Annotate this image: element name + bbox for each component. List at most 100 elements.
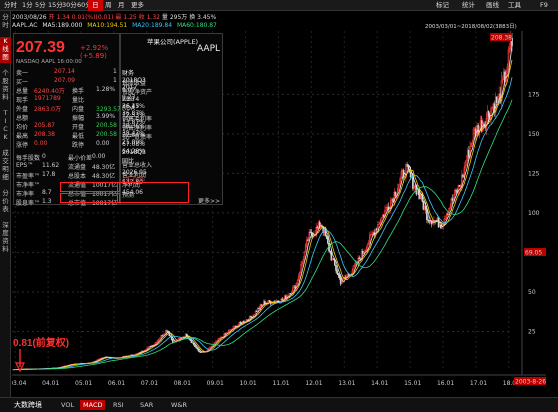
candle-body <box>471 141 474 144</box>
more-link[interactable]: 更多>> <box>198 198 221 205</box>
quote-key2: 流通值 <box>68 182 87 189</box>
candle-body <box>190 340 193 343</box>
date-tag-text: 2003-8-26二 <box>515 379 546 386</box>
candle-body <box>505 74 507 82</box>
toolbar-tool[interactable]: 工具 <box>508 1 521 9</box>
quote-value: 208.38 <box>34 131 55 138</box>
y-tick-label: 25 <box>528 328 536 335</box>
info-date: 2003/08/26 <box>12 14 47 21</box>
fin-key: ROA <box>122 105 135 112</box>
candle-body <box>170 336 173 340</box>
x-tick-label: 06.01 <box>108 380 125 387</box>
candle-body <box>252 314 255 318</box>
left-tab[interactable]: 深度资料 <box>2 221 9 253</box>
quote-key2: 量比 <box>72 97 85 104</box>
fin-key: 每股净资产 <box>122 89 153 96</box>
candle-body <box>198 350 201 353</box>
info-low: 收 1.32 <box>138 14 160 21</box>
fin-val-b: 9.27 <box>122 94 136 101</box>
period-tab[interactable]: 周 <box>105 0 112 9</box>
quote-row: 买一 207.09 1 <box>16 77 119 86</box>
toolbar-tool[interactable]: 统计 <box>462 1 475 9</box>
indicator-tab[interactable]: MACD <box>80 400 106 410</box>
period-tab[interactable]: 更多 <box>131 0 144 9</box>
toolbar-tool[interactable]: F9 <box>540 1 548 9</box>
ma20-line <box>28 77 513 370</box>
fin-key: 销售毛利率 <box>122 116 153 123</box>
candle-body <box>452 197 455 201</box>
left-tab[interactable]: 个股资料 <box>2 69 9 101</box>
fin-key: 营业总收入 <box>122 162 153 169</box>
period-tab[interactable]: 日 <box>88 0 103 11</box>
vol-tab[interactable]: VOL <box>61 401 75 409</box>
candle-body <box>160 335 162 339</box>
toolbar-tool[interactable]: 标记 <box>436 1 449 9</box>
ma20-value: MA20:189.84 <box>132 22 173 29</box>
period-tab[interactable]: 5分 <box>35 0 46 9</box>
candle-body <box>413 186 415 189</box>
quote-value2: 0.00 <box>92 153 106 160</box>
candle-body <box>506 66 509 75</box>
candle-body <box>346 274 349 277</box>
x-tick-label: 10.01 <box>240 380 257 387</box>
period-tab[interactable]: 分时 <box>4 0 17 9</box>
period-tab[interactable]: 60分 <box>77 0 92 9</box>
candle-body <box>197 348 200 352</box>
watermark-text: 大数跨境 <box>14 401 42 409</box>
period-tab[interactable]: 月 <box>118 0 125 9</box>
info-turnover: 换 3.45% <box>189 14 217 21</box>
candle-body <box>330 252 333 261</box>
candle-body <box>300 264 302 273</box>
candle-body <box>458 185 461 187</box>
candle-body <box>154 342 157 345</box>
candle-body <box>369 234 371 244</box>
fin-val-a: 454.06 <box>122 189 143 196</box>
candle-body <box>329 250 331 253</box>
candle-body <box>158 339 160 341</box>
quote-value: 1971789 <box>34 95 61 102</box>
ma10-value: MA10:194.51 <box>87 22 128 29</box>
quote-row: 市盈率™ 17.8 总股本 48.30亿 <box>16 171 119 180</box>
candle-body <box>399 178 401 185</box>
indicator-tab[interactable]: SAR <box>140 401 154 409</box>
highlight-box-market-cap-2 <box>60 193 120 203</box>
indicator-tab[interactable]: W&R <box>171 401 188 409</box>
last-price-tag <box>524 248 546 256</box>
quote-value2: 10017亿 <box>92 200 118 207</box>
candle-body <box>487 111 490 117</box>
fin-val-b: 14.74% <box>122 176 145 183</box>
candle-body <box>353 264 356 266</box>
y-tick-label: 100 <box>528 210 540 217</box>
candle-body <box>437 217 440 228</box>
quote-key2: 总市值 <box>68 200 87 207</box>
fin-h2: 2017 <box>122 84 138 91</box>
candle-body <box>146 347 148 350</box>
candle-body <box>448 208 450 215</box>
period-tab[interactable]: 30分 <box>62 0 77 9</box>
quote-qty: 1 <box>113 68 117 75</box>
ma5-line <box>15 45 513 370</box>
left-tab[interactable]: 分价表 <box>2 189 9 213</box>
period-tab[interactable]: 1分 <box>22 0 33 9</box>
candle-body <box>253 314 256 316</box>
quote-key2: 内盘 <box>72 106 85 113</box>
financial-row-2: 营业利润 547.80 <box>122 170 222 186</box>
fin-val-a: 9.07 <box>122 87 136 94</box>
quote-key: 市净率™ <box>16 182 41 189</box>
financial-panel: 苹果公司(APPLE) AAPL 财务 2018Q3 2017 每股收益 9.07 9.2… <box>120 33 223 205</box>
toolbar-tool[interactable]: 画线 <box>486 1 499 9</box>
left-tab[interactable]: 分时 <box>2 13 9 29</box>
candle-body <box>155 341 158 343</box>
candle-body <box>339 277 342 285</box>
quote-key2: 流通盘 <box>68 164 87 171</box>
candle-body <box>367 242 370 246</box>
candle-body <box>217 338 220 341</box>
period-tab[interactable]: 15分 <box>48 0 63 9</box>
fin-val-a: 22.40% <box>122 132 145 139</box>
indicator-tab[interactable]: RSI <box>113 401 124 409</box>
candle-body <box>213 342 216 344</box>
quote-key: 均价 <box>16 124 29 131</box>
left-tab[interactable]: 成交明细 <box>2 149 9 181</box>
